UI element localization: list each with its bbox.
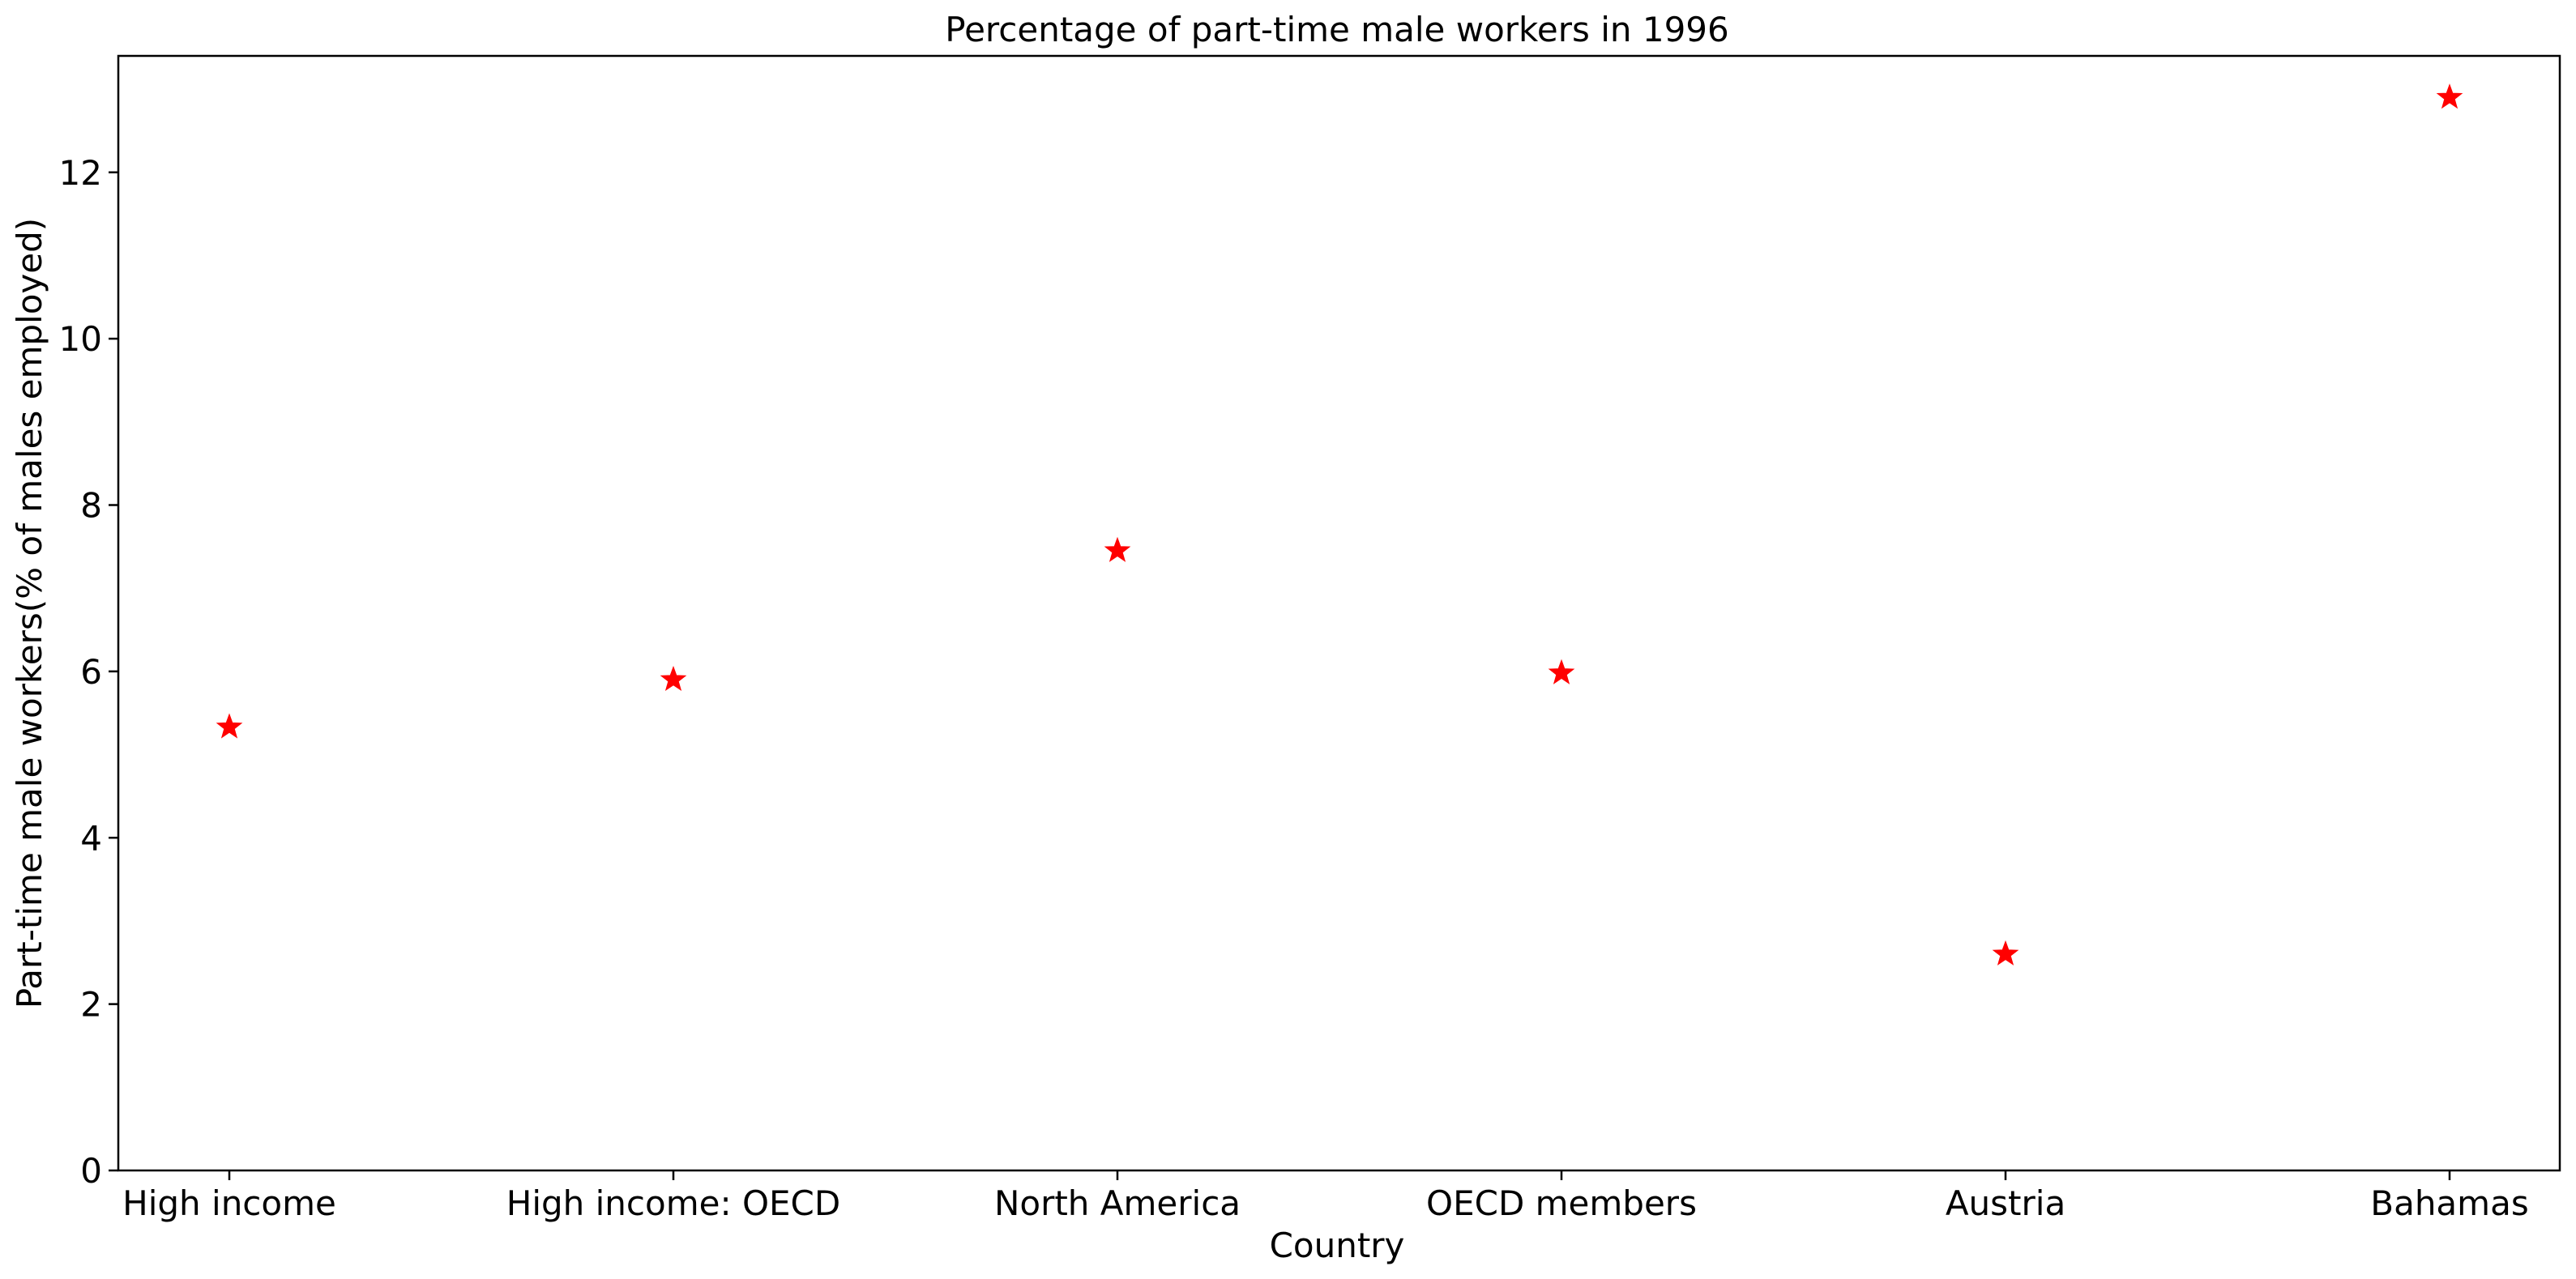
chart-title: Percentage of part-time male workers in …	[945, 10, 1729, 49]
data-point-star	[660, 665, 687, 692]
x-tick-label: North America	[994, 1183, 1241, 1223]
y-tick-label: 2	[80, 985, 102, 1025]
y-axis-label: Part-time male workers(% of males employ…	[10, 218, 49, 1008]
x-tick-label: Bahamas	[2370, 1183, 2528, 1223]
y-axis: 0 2 4 6 8 10 12	[59, 153, 118, 1191]
data-point-star	[216, 713, 243, 739]
y-tick-label: 4	[80, 818, 102, 858]
y-tick-label: 8	[80, 486, 102, 526]
x-tick-label: Austria	[1946, 1183, 2065, 1223]
x-tick-label: High income: OECD	[506, 1183, 840, 1223]
x-axis-label: Country	[1270, 1226, 1405, 1265]
x-tick-label: OECD members	[1426, 1183, 1697, 1223]
data-point-star	[2436, 83, 2463, 109]
y-tick-label: 6	[80, 652, 102, 692]
data-point-star	[1104, 536, 1131, 562]
y-tick-label: 12	[59, 153, 102, 193]
data-series	[216, 83, 2463, 966]
y-tick-label: 10	[59, 319, 102, 359]
y-tick-label: 0	[80, 1151, 102, 1191]
x-axis: High income High income: OECD North Americ…	[122, 1170, 2529, 1223]
plot-area	[117, 54, 2561, 1172]
data-point-star	[1992, 940, 2019, 966]
x-tick-label: High income	[122, 1183, 336, 1223]
data-point-star	[1548, 659, 1575, 684]
